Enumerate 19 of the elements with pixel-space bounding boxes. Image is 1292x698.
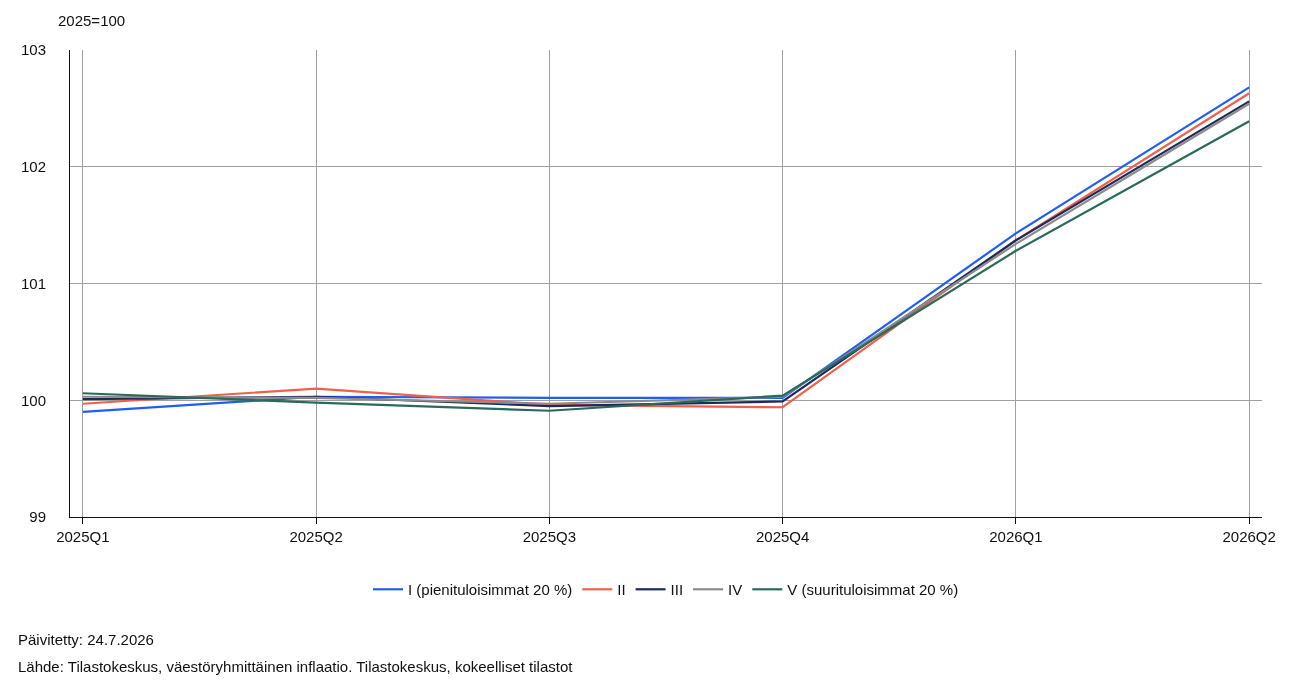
x-tick-label: 2026Q1 bbox=[989, 528, 1043, 545]
text: Lähde: Tilastokeskus, väestöryhmittäinen inflaatio. Tilastokeskus, kokeelliset tilastot bbox=[18, 658, 574, 675]
legend-label: IV bbox=[728, 581, 743, 599]
x-tick-label: 2026Q2 bbox=[1222, 528, 1276, 545]
y-tick-label: 101 bbox=[20, 274, 46, 292]
x-tick-label: 2025Q4 bbox=[755, 528, 810, 545]
text: Päivitetty: 24.7.2026 bbox=[18, 631, 154, 648]
x-tick-label: 2025Q2 bbox=[289, 528, 343, 545]
legend-label: V (suurituloisimmat 20 %) bbox=[787, 581, 959, 599]
x-tick-label: 2025Q1 bbox=[56, 528, 110, 545]
legend-label: III bbox=[670, 581, 684, 599]
legend-label: II bbox=[617, 581, 626, 599]
y-axis-title: 2025=100 bbox=[58, 12, 126, 29]
y-tick-label: 99 bbox=[29, 508, 46, 526]
y-tick-label: 102 bbox=[20, 158, 46, 175]
y-tick-label: 100 bbox=[20, 391, 46, 409]
y-tick-label: 103 bbox=[20, 41, 46, 59]
x-tick-label: 2025Q3 bbox=[522, 528, 577, 545]
legend-label: I (pienituloisimmat 20 %) bbox=[408, 581, 573, 599]
